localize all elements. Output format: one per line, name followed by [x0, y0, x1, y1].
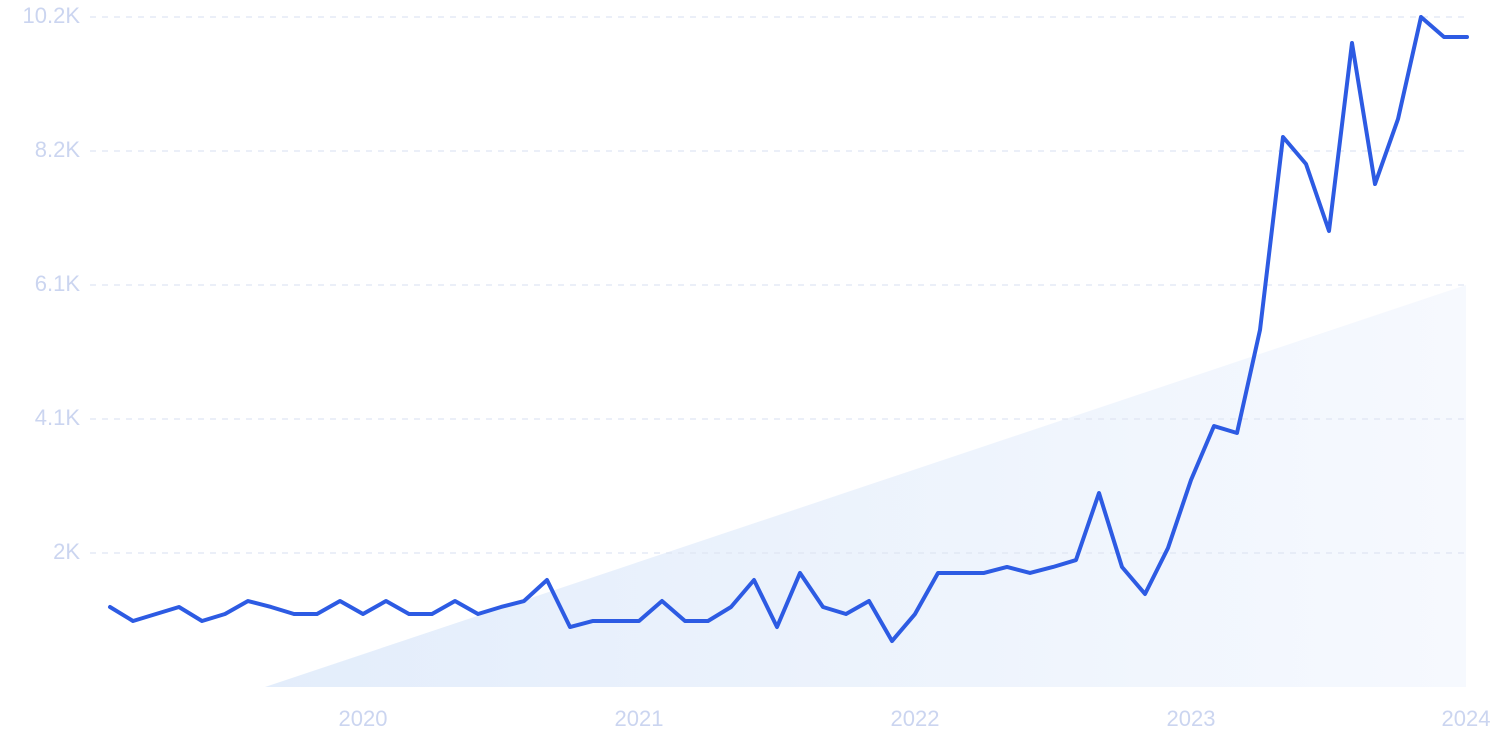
- y-tick-label: 2K: [53, 539, 80, 564]
- x-tick-label: 2023: [1167, 706, 1216, 731]
- x-tick-label: 2020: [339, 706, 388, 731]
- y-tick-label: 4.1K: [35, 405, 81, 430]
- y-tick-label: 10.2K: [23, 3, 81, 28]
- y-tick-label: 8.2K: [35, 137, 81, 162]
- x-tick-label: 2022: [891, 706, 940, 731]
- trend-area: [265, 285, 1466, 687]
- line: [108, 15, 1469, 644]
- y-tick-label: 6.1K: [35, 271, 81, 296]
- x-tick-label: 2024: [1442, 706, 1491, 731]
- x-tick-label: 2021: [615, 706, 664, 731]
